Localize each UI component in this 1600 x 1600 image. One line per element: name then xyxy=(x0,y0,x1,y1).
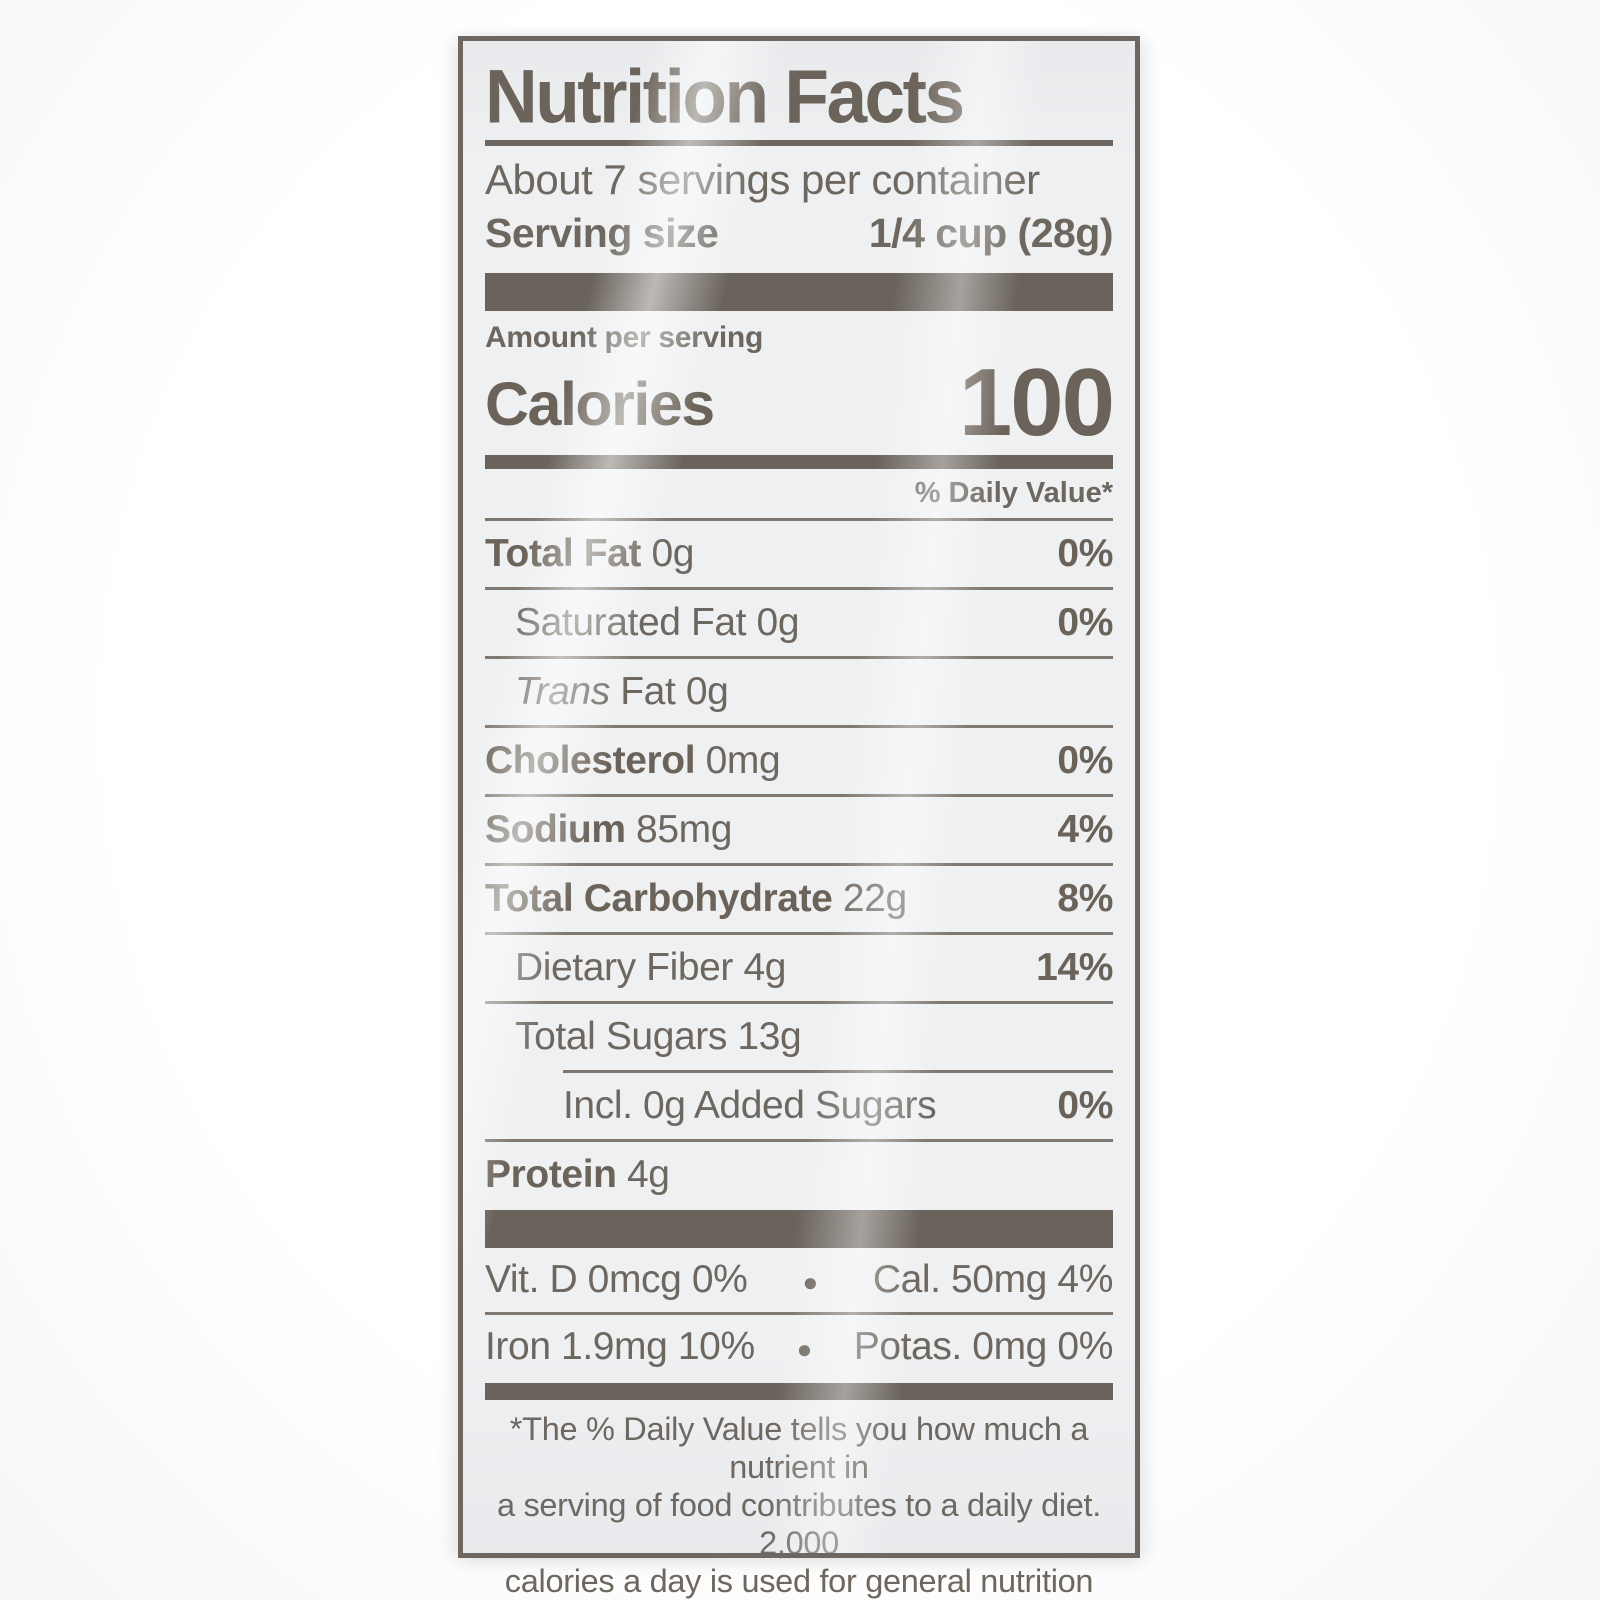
bullet-separator-icon: ● xyxy=(796,1334,813,1365)
nutrient-row-total-carbohydrate: Total Carbohydrate 22g 8% xyxy=(485,866,1113,932)
nutrient-amount: 0g xyxy=(651,532,695,576)
divider xyxy=(485,863,1113,867)
divider xyxy=(485,794,1113,798)
nutrient-row-total-sugars: Total Sugars 13g xyxy=(485,1004,1113,1070)
nutrient-dv: 8% xyxy=(1057,877,1113,921)
servings-per-container: About 7 servings per container xyxy=(485,156,1040,204)
nutrient-name: Sodium 85mg xyxy=(485,808,732,852)
nutrient-bold: Sodium xyxy=(485,808,626,852)
nutrient-amount: 0mg xyxy=(705,739,781,783)
nutrient-name: Cholesterol 0mg xyxy=(485,739,781,783)
medium-divider xyxy=(485,455,1113,470)
footnote-line: a serving of food contributes to a daily… xyxy=(496,1487,1102,1562)
micronutrient-row-2: Iron 1.9mg 10% ● Potas. 0mg 0% xyxy=(485,1315,1113,1379)
micronutrient-left: Vit. D 0mcg 0% xyxy=(485,1258,748,1302)
nutrient-name: Total Carbohydrate 22g xyxy=(485,877,907,921)
nutrient-name: Protein 4g xyxy=(485,1153,670,1197)
nutrient-amount: 22g xyxy=(842,877,907,921)
serving-size-value: 1/4 cup (28g) xyxy=(868,210,1114,257)
nutrient-name: Dietary Fiber 4g xyxy=(485,946,786,990)
title-divider xyxy=(485,140,1113,147)
nutrient-dv: 14% xyxy=(1036,946,1113,990)
nutrient-dv: 0% xyxy=(1057,532,1113,576)
divider xyxy=(485,1001,1113,1005)
nutrient-row-saturated-fat: Saturated Fat 0g 0% xyxy=(485,590,1113,656)
daily-value-header: % Daily Value* xyxy=(914,477,1113,510)
nutrient-row-dietary-fiber: Dietary Fiber 4g 14% xyxy=(485,935,1113,1001)
nutrient-row-total-fat: Total Fat 0g 0% xyxy=(485,521,1113,587)
thick-bar-top xyxy=(485,273,1113,312)
nutrient-name: Total Sugars 13g xyxy=(485,1015,802,1059)
thick-bar-middle xyxy=(485,1210,1113,1249)
nutrient-row-trans-fat: Trans Fat 0g xyxy=(485,659,1113,725)
footnote-line: calories a day is used for general nutri… xyxy=(504,1563,1094,1600)
divider xyxy=(485,932,1113,936)
nutrient-name: Trans Fat 0g xyxy=(485,670,729,714)
calories-value: 100 xyxy=(958,349,1115,457)
divider-indented xyxy=(563,1070,1113,1074)
nutrient-name: Incl. 0g Added Sugars xyxy=(485,1084,937,1128)
amount-per-serving: Amount per serving xyxy=(485,321,763,355)
calories-label: Calories xyxy=(485,370,715,439)
nutrient-row-cholesterol: Cholesterol 0mg 0% xyxy=(485,728,1113,794)
daily-value-footnote: *The % Daily Value tells you how much a … xyxy=(485,1410,1113,1600)
nutrient-dv: 0% xyxy=(1057,1084,1113,1128)
nutrient-amount: 4g xyxy=(627,1153,670,1197)
thick-bar-bottom xyxy=(485,1383,1113,1401)
nutrient-row-sodium: Sodium 85mg 4% xyxy=(485,797,1113,863)
nutrient-name: Saturated Fat 0g xyxy=(485,601,800,645)
divider xyxy=(485,1312,1113,1316)
micronutrient-left: Iron 1.9mg 10% xyxy=(485,1325,755,1369)
nutrient-dv: 0% xyxy=(1057,601,1113,645)
nutrient-bold: Total Carbohydrate xyxy=(485,877,833,921)
micronutrient-right: Potas. 0mg 0% xyxy=(853,1325,1114,1369)
label-title: Nutrition Facts xyxy=(485,54,965,140)
nutrient-dv: 0% xyxy=(1057,739,1113,783)
nutrient-amount: Saturated Fat 0g xyxy=(515,601,800,645)
nutrient-amount: Dietary Fiber 4g xyxy=(515,946,787,990)
divider xyxy=(485,518,1113,522)
nutrient-row-protein: Protein 4g xyxy=(485,1142,1113,1208)
footnote-line: *The % Daily Value tells you how much a … xyxy=(509,1411,1089,1486)
nutrient-italic: Trans xyxy=(515,670,610,714)
divider xyxy=(485,587,1113,591)
nutrient-amount: Incl. 0g Added Sugars xyxy=(563,1084,937,1128)
nutrient-name: Total Fat 0g xyxy=(485,532,694,576)
micronutrient-row-1: Vit. D 0mcg 0% ● Cal. 50mg 4% xyxy=(485,1248,1113,1312)
serving-size-row: Serving size 1/4 cup (28g) xyxy=(485,210,1114,257)
nutrient-bold: Protein xyxy=(485,1153,617,1197)
divider xyxy=(485,656,1113,660)
nutrient-bold: Cholesterol xyxy=(485,739,696,783)
nutrient-amount: Fat 0g xyxy=(620,670,729,714)
bullet-separator-icon: ● xyxy=(802,1267,818,1298)
serving-size-label: Serving size xyxy=(485,210,719,257)
nutrition-facts-label: Nutrition Facts About 7 servings per con… xyxy=(458,36,1140,1599)
divider xyxy=(485,1139,1113,1143)
nutrient-dv: 4% xyxy=(1057,808,1113,852)
nutrient-row-added-sugars: Incl. 0g Added Sugars 0% xyxy=(485,1073,1113,1139)
nutrient-amount: Total Sugars 13g xyxy=(515,1015,802,1059)
divider xyxy=(485,725,1113,729)
nutrient-amount: 85mg xyxy=(636,808,732,852)
calories-row: Calories 100 xyxy=(485,349,1115,457)
nutrient-bold: Total Fat xyxy=(485,532,641,576)
micronutrient-right: Cal. 50mg 4% xyxy=(872,1258,1114,1302)
